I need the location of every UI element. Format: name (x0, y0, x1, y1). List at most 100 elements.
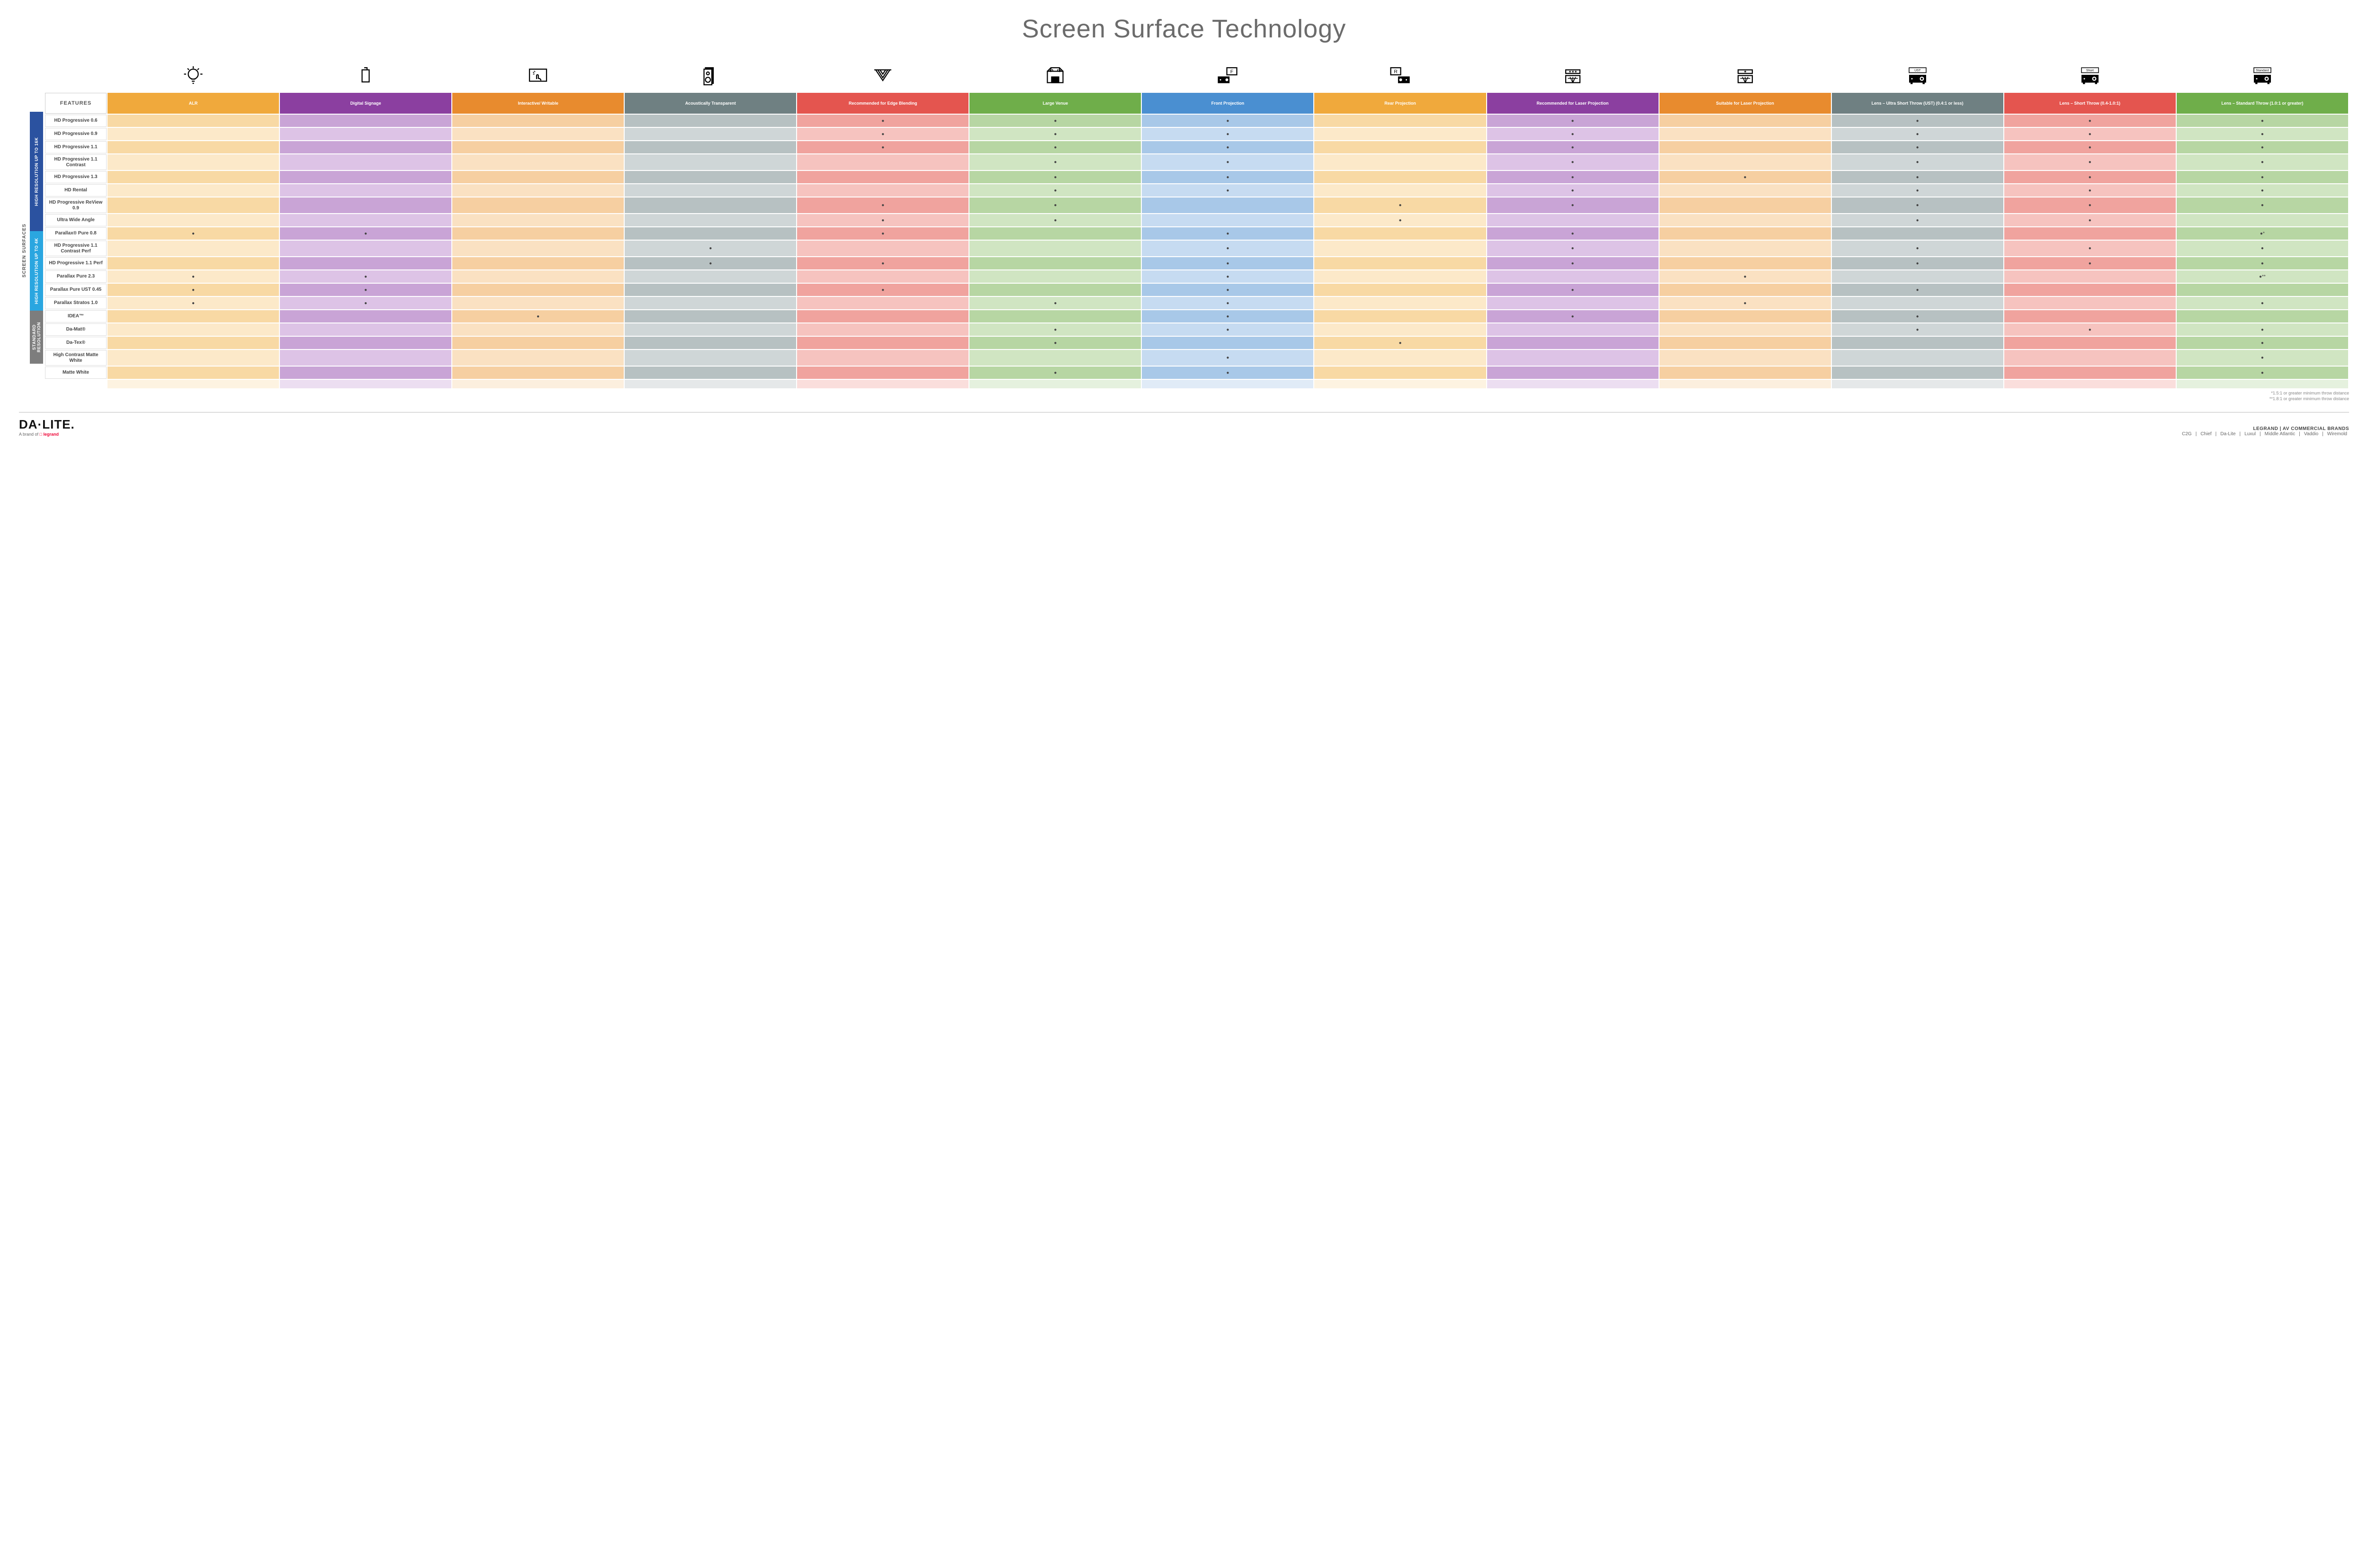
feature-dot (1226, 145, 1229, 150)
row-label: Da-Tex® (45, 337, 107, 349)
feature-cell (452, 214, 624, 226)
feature-cell (108, 171, 279, 183)
column-icon: F (1142, 59, 1313, 92)
feature-cell (1832, 284, 2003, 296)
column-icon (625, 59, 796, 92)
row-label: High Contrast Matte White (45, 350, 107, 366)
feature-cell (1314, 297, 1486, 309)
feature-cell (797, 241, 969, 256)
feature-dot (2261, 188, 2264, 193)
feature-cell (969, 284, 1141, 296)
feature-cell (1832, 257, 2003, 269)
feature-dot (1916, 188, 1919, 193)
row-group-label: STANDARD RESOLUTION (30, 311, 43, 364)
feature-cell (625, 197, 796, 213)
feature-dot (192, 287, 195, 293)
feature-cell (108, 197, 279, 213)
feature-cell (797, 257, 969, 269)
feature-dot (1916, 160, 1919, 165)
feature-cell (1659, 350, 1831, 366)
feature-cell (969, 241, 1141, 256)
feature-cell (625, 270, 796, 283)
feature-cell (108, 214, 279, 226)
row-group-label: HIGH RESOLUTION UP TO 16K (30, 112, 43, 231)
feature-cell (2177, 337, 2348, 349)
footer-brands-list: C2G|Chief|Da-Lite|Luxul|Middle Atlantic|… (2180, 431, 2349, 437)
feature-dot (1054, 145, 1057, 150)
row-label: HD Progressive 0.6 (45, 115, 107, 127)
feature-cell (1659, 241, 1831, 256)
footnotes: *1.5:1 or greater minimum throw distance… (19, 391, 2349, 402)
feature-cell (797, 323, 969, 336)
column-header: Large Venue (969, 93, 1141, 114)
feature-cell (1659, 141, 1831, 153)
column-icon: Short (2004, 59, 2176, 92)
feature-dot (2261, 118, 2264, 124)
feature-cell (969, 310, 1141, 323)
feature-cell (1487, 214, 1659, 226)
feature-cell (797, 197, 969, 213)
feature-cell (1314, 184, 1486, 197)
feature-cell (1142, 214, 1313, 226)
feature-cell (625, 154, 796, 170)
table-row: IDEA™ (45, 310, 2348, 323)
feature-cell (2177, 257, 2348, 269)
column-header: Lens – Standard Throw (1.0:1 or greater) (2177, 93, 2348, 114)
feature-dot (1054, 370, 1057, 376)
feature-cell (280, 310, 451, 323)
row-label: IDEA™ (45, 310, 107, 323)
column-header: Recommended for Edge Blending (797, 93, 969, 114)
feature-cell (1487, 115, 1659, 127)
feature-cell (797, 367, 969, 379)
logo-main: DA·LITE. (19, 417, 75, 432)
feature-cell (1487, 227, 1659, 240)
feature-cell (108, 227, 279, 240)
feature-cell (1314, 241, 1486, 256)
feature-cell (108, 350, 279, 366)
table-row: HD Progressive 0.9 (45, 128, 2348, 140)
column-icon: ★ (1659, 59, 1831, 92)
feature-dot (1571, 188, 1574, 193)
feature-cell (1314, 284, 1486, 296)
feature-dot (1916, 218, 1919, 223)
feature-cell (280, 115, 451, 127)
feature-dot (1571, 261, 1574, 266)
feature-dot (1571, 246, 1574, 251)
feature-cell (969, 227, 1141, 240)
feature-cell (1487, 128, 1659, 140)
svg-text:F: F (1230, 69, 1233, 74)
feature-cell (280, 323, 451, 336)
feature-dot (1916, 132, 1919, 137)
feature-dot (364, 301, 367, 306)
feature-cell (2004, 310, 2176, 323)
feature-dot (709, 261, 712, 266)
feature-cell (280, 270, 451, 283)
feature-dot (1571, 231, 1574, 236)
footer-right: LEGRAND | AV COMMERCIAL BRANDS C2G|Chief… (2180, 426, 2349, 437)
feature-cell (452, 350, 624, 366)
feature-cell (797, 154, 969, 170)
feature-cell (797, 270, 969, 283)
feature-cell (1487, 337, 1659, 349)
feature-cell (280, 297, 451, 309)
feature-dot (2261, 175, 2264, 180)
feature-dot (1054, 188, 1057, 193)
feature-cell (452, 115, 624, 127)
feature-cell (1487, 141, 1659, 153)
feature-dot (1054, 160, 1057, 165)
feature-dot (1916, 246, 1919, 251)
feature-dot (1226, 355, 1229, 360)
feature-cell (2177, 154, 2348, 170)
feature-cell (969, 350, 1141, 366)
row-group-label: HIGH RESOLUTION UP TO 4K (30, 231, 43, 311)
feature-cell (797, 214, 969, 226)
feature-cell (969, 337, 1141, 349)
feature-dot (1916, 175, 1919, 180)
feature-dot (1226, 160, 1229, 165)
feature-cell (797, 141, 969, 153)
feature-dot (1916, 327, 1919, 332)
feature-cell (2004, 128, 2176, 140)
table-row: HD Progressive 1.3 (45, 171, 2348, 183)
feature-dot (2261, 340, 2264, 346)
feature-cell (1487, 154, 1659, 170)
